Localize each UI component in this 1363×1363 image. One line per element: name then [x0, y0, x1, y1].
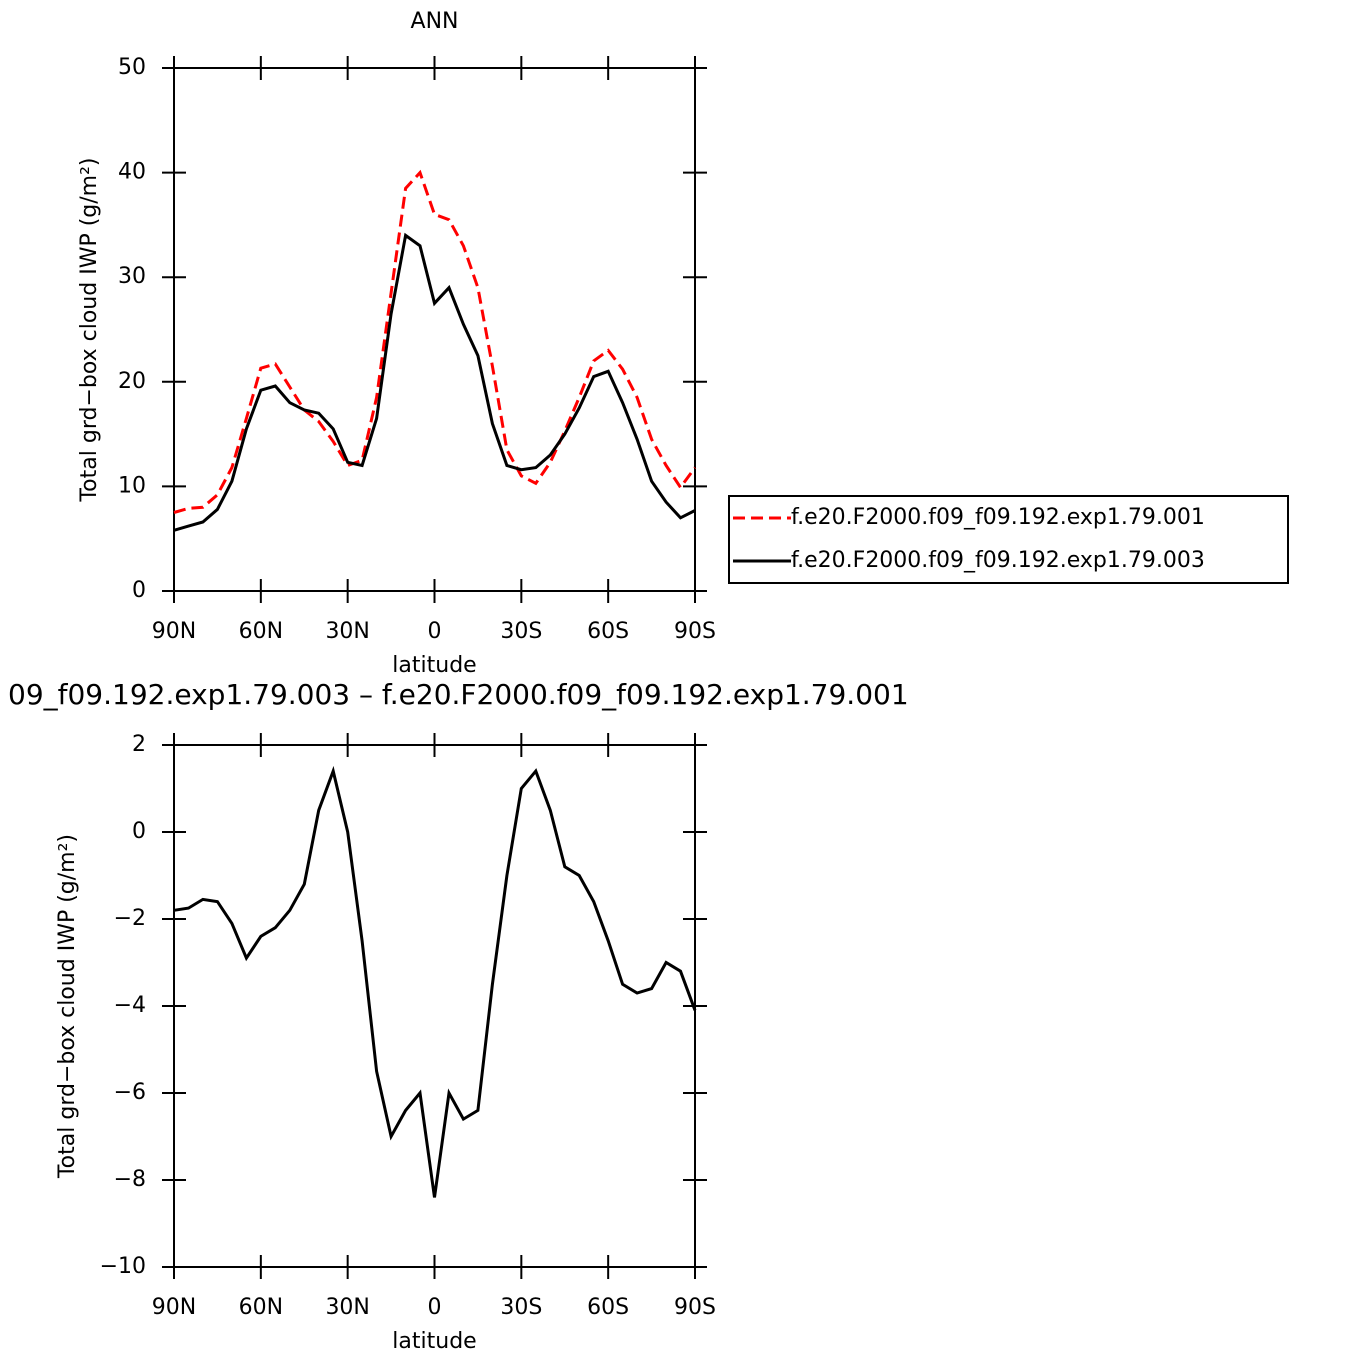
x-axis-label: latitude — [392, 653, 476, 678]
x-tick-label: 0 — [428, 619, 442, 644]
y-tick-label: 40 — [118, 160, 146, 185]
x-tick-label: 90N — [152, 1295, 196, 1320]
x-tick-label: 30S — [500, 619, 542, 644]
x-tick-label: 0 — [428, 1295, 442, 1320]
x-tick-label: 90S — [674, 1295, 716, 1320]
y-tick-label: −6 — [114, 1080, 146, 1105]
y-tick-label: −10 — [100, 1254, 146, 1279]
y-axis-label: Total grd−box cloud IWP (g/m²) — [55, 834, 80, 1179]
x-tick-label: 30N — [325, 1295, 369, 1320]
data-line — [173, 765, 697, 1198]
chart-title: ANN — [411, 9, 459, 34]
legend-box — [728, 495, 1289, 584]
legend-label: f.e20.F2000.f09_f09.192.exp1.79.003 — [791, 548, 1205, 573]
x-tick-label: 30N — [325, 619, 369, 644]
x-tick-label: 60N — [239, 1295, 283, 1320]
x-tick-label: 90S — [674, 619, 716, 644]
x-tick-label: 30S — [500, 1295, 542, 1320]
x-tick-label: 90N — [152, 619, 196, 644]
y-axis-label: Total grd−box cloud IWP (g/m²) — [77, 157, 102, 502]
y-tick-label: −8 — [114, 1167, 146, 1192]
x-axis-label: latitude — [392, 1329, 476, 1354]
data-line — [173, 232, 696, 532]
chart-title: 09_f09.192.exp1.79.003 – f.e20.F2000.f09… — [8, 678, 909, 711]
y-tick-label: 2 — [132, 732, 146, 757]
y-tick-label: 50 — [118, 55, 146, 80]
y-tick-label: 30 — [118, 264, 146, 289]
plot-frame — [173, 67, 696, 592]
y-tick-label: 20 — [118, 369, 146, 394]
x-tick-label: 60S — [587, 1295, 629, 1320]
y-tick-label: 0 — [132, 819, 146, 844]
y-tick-label: 0 — [132, 578, 146, 603]
y-tick-label: −2 — [114, 906, 146, 931]
legend-label: f.e20.F2000.f09_f09.192.exp1.79.001 — [791, 505, 1205, 530]
y-tick-label: 10 — [118, 473, 146, 498]
y-tick-label: −4 — [114, 993, 146, 1018]
x-tick-label: 60N — [239, 619, 283, 644]
data-line — [173, 169, 697, 514]
x-tick-label: 60S — [587, 619, 629, 644]
